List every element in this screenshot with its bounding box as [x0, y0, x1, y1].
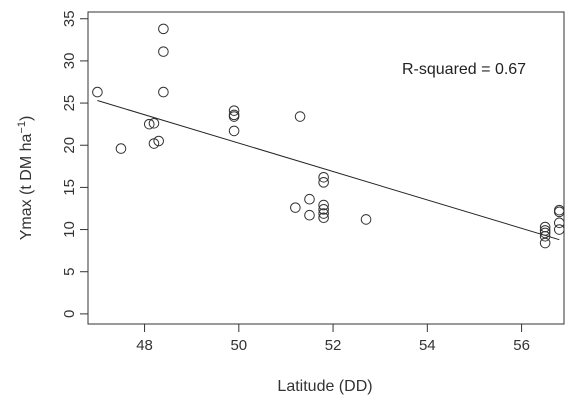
data-point [115, 143, 127, 154]
y-tick-label: 25 [61, 95, 78, 112]
regression-line [97, 100, 560, 241]
data-point [318, 204, 329, 215]
data-point [294, 111, 306, 122]
x-tick-label: 52 [325, 337, 342, 354]
data-point [318, 212, 329, 224]
y-tick-label: 15 [61, 179, 78, 196]
data-point [228, 125, 240, 137]
x-tick-label: 48 [136, 337, 153, 354]
data-point [553, 206, 565, 218]
y-axis-title-close: ) [18, 116, 35, 121]
y-tick-label: 35 [61, 10, 78, 27]
data-point [228, 111, 240, 122]
data-point [143, 118, 155, 130]
data-point [228, 105, 240, 116]
y-tick-label: 5 [61, 268, 78, 276]
data-point [158, 46, 169, 57]
data-point [318, 171, 329, 183]
data-point [539, 237, 551, 249]
data-point [539, 225, 551, 236]
plot-frame [87, 11, 565, 325]
y-tick-label: 10 [61, 221, 78, 238]
data-point [304, 193, 315, 205]
data-point [360, 214, 372, 225]
r-squared-annotation: R-squared = 0.67 [402, 61, 526, 78]
y-tick-label: 0 [61, 310, 78, 318]
data-point [304, 209, 315, 221]
data-point [553, 224, 565, 235]
y-tick-label: 20 [61, 137, 78, 154]
data-point [92, 86, 103, 98]
data-point [553, 217, 565, 229]
data-point [148, 118, 160, 129]
data-point [318, 177, 329, 188]
y-axis-title: Ymax (t DM ha−1) [16, 116, 35, 241]
y-axis: 0 5 10 15 20 25 30 35 [61, 10, 88, 318]
data-point [318, 208, 329, 219]
x-axis-title: Latitude (DD) [277, 378, 372, 395]
data-point [153, 135, 164, 147]
data-point [318, 199, 329, 211]
data-point [290, 202, 301, 213]
data-point [158, 23, 169, 35]
x-tick-label: 54 [419, 337, 436, 354]
x-tick-label: 56 [513, 337, 530, 354]
data-points [92, 23, 565, 249]
data-point [539, 227, 551, 239]
y-axis-title-main: Ymax (t DM ha [18, 133, 35, 240]
y-tick-label: 30 [61, 53, 78, 70]
x-axis: 48 50 52 54 56 [136, 324, 530, 354]
x-tick-label: 50 [230, 337, 247, 354]
data-point [158, 86, 169, 98]
y-axis-title-superscript: −1 [16, 121, 28, 134]
data-point [539, 231, 551, 242]
